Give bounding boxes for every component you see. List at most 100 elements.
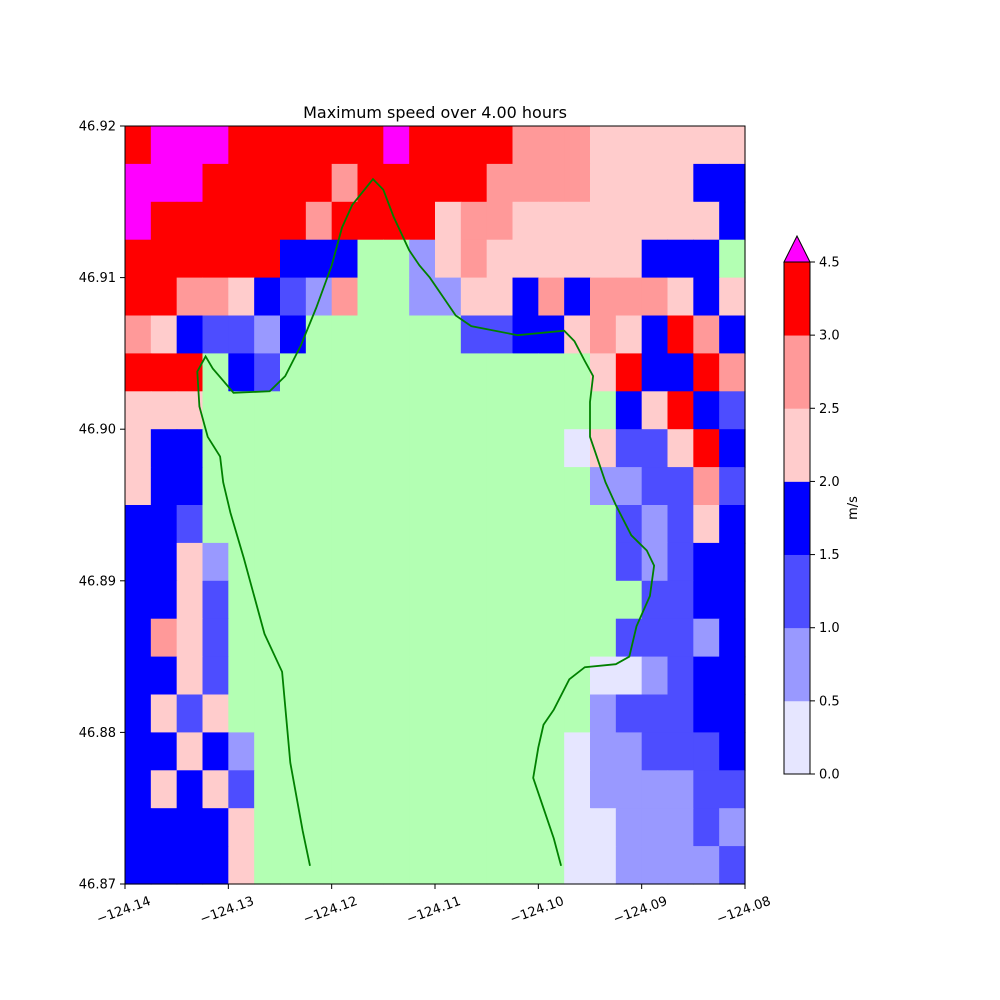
land-cell [331,429,359,468]
speed-cell [150,277,178,317]
speed-cell [150,315,178,354]
land-cell [357,315,384,354]
speed-cell [719,618,746,658]
speed-cell [305,277,333,317]
land-cell [305,580,333,620]
land-cell [228,580,255,620]
speed-cell [719,391,746,430]
land-cell [512,467,539,506]
land-cell [331,391,359,430]
speed-cell [590,694,617,733]
land-cell [331,580,359,620]
speed-cell [228,808,255,847]
colorbar: 0.0 0.5 1.0 1.5 2.0 2.5 3.0 4.5 [783,234,840,783]
speed-cell [150,846,178,885]
land-cell [486,542,514,582]
speed-cell [150,656,178,696]
speed-cell [202,126,229,165]
speed-cell [202,542,229,582]
speed-cell [564,732,591,771]
speed-cell [615,315,643,354]
speed-cell [641,467,669,506]
speed-cell [486,277,514,317]
speed-cell [409,163,436,203]
speed-cell [357,201,384,241]
speed-cell [719,732,746,771]
speed-cell [228,163,255,203]
land-cell [383,732,410,771]
land-cell [590,542,617,582]
land-cell [564,467,591,506]
speed-cell [460,126,488,165]
land-cell [409,353,436,392]
land-cell [486,505,514,544]
speed-cell [150,808,178,847]
speed-cell [641,163,669,203]
land-cell [409,846,436,885]
land-cell [228,505,255,544]
speed-cell [254,239,281,279]
land-cell [383,580,410,620]
colorbar-segment [784,627,810,702]
speed-cell [176,429,204,468]
land-cell [460,656,488,696]
land-cell [460,770,488,809]
speed-cell [615,505,643,544]
speed-cell [693,315,720,354]
speed-cell [615,808,643,847]
land-cell [486,770,514,809]
speed-cell [125,808,152,847]
speed-cell [125,163,152,203]
speed-cell [486,315,514,354]
land-cell [512,656,539,696]
speed-cell [590,732,617,771]
speed-cell [667,277,694,317]
land-cell [590,505,617,544]
speed-cell [615,239,643,279]
land-cell [331,505,359,544]
land-cell [486,353,514,392]
colorbar-frame [783,261,811,775]
speed-cell [125,732,152,771]
land-cell [486,732,514,771]
land-cell [254,505,281,544]
speed-cell [719,315,746,354]
land-cell [280,732,307,771]
land-cell [512,618,539,658]
land-cell [564,694,591,733]
speed-cell [228,201,255,241]
speed-cell [641,618,669,658]
speed-cell [150,429,178,468]
land-cell [538,542,565,582]
land-cell [383,505,410,544]
speed-cell [538,163,565,203]
colorbar-tick-label: 2.0 [819,475,840,490]
land-cell [383,656,410,696]
land-cell [202,505,229,544]
land-cell [254,429,281,468]
land-cell [383,315,410,354]
land-cell [590,391,617,430]
map-title: Maximum speed over 4.00 hours [303,103,567,122]
speed-cell [435,277,462,317]
land-cell [357,732,384,771]
land-cell [538,467,565,506]
land-cell [357,429,384,468]
land-cell [590,580,617,620]
colorbar-segment [784,408,810,482]
land-cell [538,618,565,658]
speed-cell [641,391,669,430]
land-cell [409,732,436,771]
land-cell [280,505,307,544]
speed-cell [641,732,669,771]
land-cell [538,429,565,468]
land-cell [435,846,462,885]
speed-cell [667,618,694,658]
land-cell [460,467,488,506]
land-cell [254,808,281,847]
speed-cell [125,656,152,696]
speed-cell [719,353,746,392]
land-cell [538,391,565,430]
land-cell [460,808,488,847]
land-cell [512,429,539,468]
